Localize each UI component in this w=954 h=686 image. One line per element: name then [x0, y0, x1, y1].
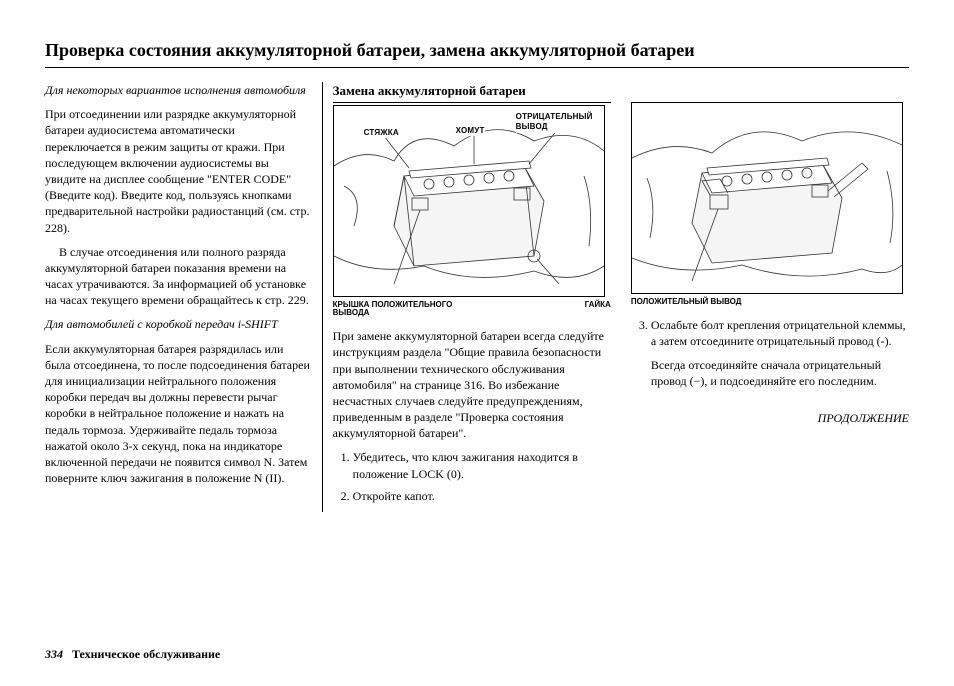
section-name: Техническое обслуживание [72, 647, 220, 661]
replace-intro-paragraph: При замене аккумуляторной батареи всегда… [333, 328, 611, 441]
page-title: Проверка состояния аккумуляторной батаре… [45, 40, 909, 61]
steps-list-continued: Ослабьте болт крепления отрицательной кл… [631, 317, 909, 349]
callout-neg-terminal: ОТРИЦАТЕЛЬНЫЙ ВЫВОД [516, 112, 593, 134]
ishift-paragraph: Если аккумуляторная батарея разрядилась … [45, 341, 312, 487]
variant-note: Для некоторых вариантов исполнения автом… [45, 82, 312, 98]
column-2: Замена аккумуляторной батареи [322, 82, 621, 512]
callout-strap: СТЯЖКА [364, 128, 399, 139]
steps-list-start: Убедитесь, что ключ зажигания находится … [333, 449, 611, 504]
figure1-bottom-captions: КРЫШКА ПОЛОЖИТЕЛЬНОГО ВЫВОДА ГАЙКА [333, 301, 611, 319]
clock-paragraph: В случае отсоединения или полного разряд… [45, 244, 312, 309]
column-3: ПОЛОЖИТЕЛЬНЫЙ ВЫВОД Ослабьте болт крепле… [621, 82, 909, 512]
step-3: Ослабьте болт крепления отрицательной кл… [651, 317, 909, 349]
audio-code-paragraph: При отсоединении или разрядке аккумулято… [45, 106, 312, 236]
callout-clamp: ХОМУТ [456, 126, 485, 137]
page-number: 334 [45, 647, 63, 661]
figure-battery-positive [631, 102, 903, 294]
step-2: Откройте капот. [353, 488, 611, 504]
content-columns: Для некоторых вариантов исполнения автом… [45, 82, 909, 512]
disconnect-order-note: Всегда отсоединяйте сначала отрицательны… [651, 357, 909, 389]
replace-battery-heading: Замена аккумуляторной батареи [333, 82, 611, 103]
column-1: Для некоторых вариантов исполнения автом… [45, 82, 322, 512]
callout-pos-terminal: ПОЛОЖИТЕЛЬНЫЙ ВЫВОД [631, 298, 742, 307]
page-footer: 334 Техническое обслуживание [45, 647, 220, 662]
ishift-note: Для автомобилей с коробкой передач i-SHI… [45, 316, 312, 332]
callout-pos-cap: КРЫШКА ПОЛОЖИТЕЛЬНОГО ВЫВОДА [333, 301, 453, 319]
continued-marker: ПРОДОЛЖЕНИЕ [631, 410, 909, 426]
figure-battery-labeled: СТЯЖКА ХОМУТ ОТРИЦАТЕЛЬНЫЙ ВЫВОД [333, 105, 605, 297]
step-1: Убедитесь, что ключ зажигания находится … [353, 449, 611, 481]
callout-nut: ГАЙКА [585, 301, 611, 319]
title-rule [45, 67, 909, 68]
figure2-bottom-caption: ПОЛОЖИТЕЛЬНЫЙ ВЫВОД [631, 298, 909, 307]
manual-page: Проверка состояния аккумуляторной батаре… [0, 0, 954, 686]
